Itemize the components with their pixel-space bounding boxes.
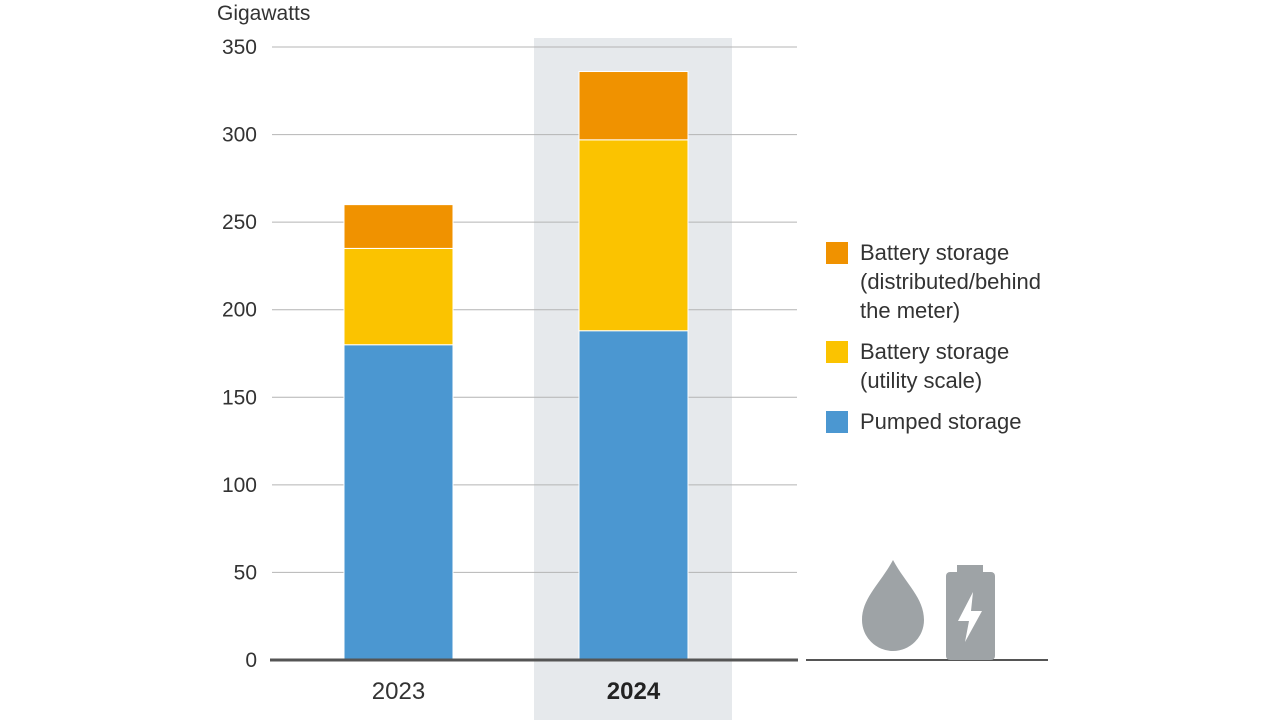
y-tick-label: 100 [222, 474, 257, 497]
y-tick-label: 300 [222, 124, 257, 147]
y-tick-label: 200 [222, 299, 257, 322]
bar-segment [578, 71, 689, 141]
y-tick-label: 50 [234, 561, 257, 584]
bar-segment [578, 330, 689, 661]
bar-segment [578, 139, 689, 332]
bar-segment [343, 247, 454, 346]
legend-label: Pumped storage [860, 409, 1022, 434]
legend-item: Pumped storage [826, 407, 1076, 436]
legend-swatch [826, 341, 848, 363]
legend: Battery storage (distributed/behind the … [826, 238, 1076, 448]
y-tick-label: 350 [222, 36, 257, 59]
y-tick-label: 0 [245, 649, 257, 672]
legend-swatch [826, 411, 848, 433]
x-tick-label: 2024 [607, 678, 661, 705]
battery-bolt-icon [946, 565, 995, 660]
water-drop-icon [862, 560, 924, 651]
legend-item: Battery storage (utility scale) [826, 337, 1076, 395]
legend-item: Battery storage (distributed/behind the … [826, 238, 1076, 325]
bar-segment [343, 344, 454, 661]
y-tick-label: 150 [222, 386, 257, 409]
y-tick-label: 250 [222, 211, 257, 234]
x-tick-label: 2023 [372, 678, 425, 705]
legend-swatch [826, 242, 848, 264]
y-axis-label: Gigawatts [217, 2, 310, 25]
bar-segment [343, 204, 454, 249]
legend-label: Battery storage (utility scale) [860, 339, 1010, 393]
legend-label: Battery storage (distributed/behind the … [860, 240, 1042, 323]
